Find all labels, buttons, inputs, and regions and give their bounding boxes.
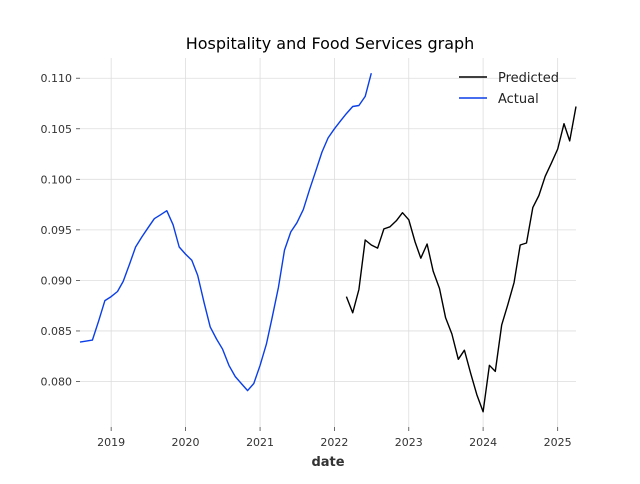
y-tick-label: 0.090 [41,274,73,287]
x-tick-label: 2023 [395,436,423,449]
x-axis-label: date [311,455,344,470]
series-lines [79,73,577,413]
x-tick-label: 2022 [320,436,348,449]
y-tick-label: 0.085 [41,325,73,338]
axes: 2019 2020 2021 2022 2023 2024 2025 0.080 0.085 0.… [41,72,572,449]
x-tick-label: 2024 [469,436,497,449]
x-tick-label: 2020 [172,436,200,449]
grid-lines [80,58,576,427]
legend: Predicted Actual [459,71,559,107]
y-tick-label: 0.100 [41,173,73,186]
x-tick-label: 2025 [544,436,572,449]
legend-label-predicted: Predicted [498,71,559,86]
y-tick-label: 0.105 [41,123,73,136]
y-tick-label: 0.095 [41,224,73,237]
x-tick-label: 2019 [97,436,125,449]
legend-label-actual: Actual [498,92,539,107]
series-line-predicted [345,106,577,413]
y-tick-label: 0.110 [41,72,73,85]
x-tick-label: 2021 [246,436,274,449]
series-line-actual [79,73,372,392]
y-tick-label: 0.080 [41,376,73,389]
chart-title: Hospitality and Food Services graph [186,34,475,53]
